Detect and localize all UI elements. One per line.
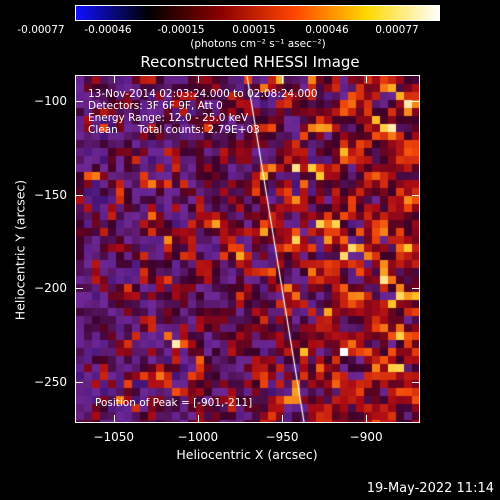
x-tick <box>197 75 199 83</box>
x-tick <box>282 415 283 423</box>
colorbar <box>75 5 440 21</box>
x-tick <box>113 75 115 83</box>
y-tick <box>75 288 83 290</box>
x-tick <box>366 75 368 83</box>
info-clean-counts: Clean Total counts: 2.79E+03 <box>88 124 260 136</box>
y-tick <box>75 194 83 196</box>
colorbar-tick-label: 0.00077 <box>375 24 419 36</box>
colorbar-units: (photons cm⁻² s⁻¹ asec⁻²) <box>190 38 326 50</box>
info-energy-range: Energy Range: 12.0 - 25.0 keV <box>88 112 249 124</box>
y-tick-label: −150 <box>34 187 67 202</box>
x-tick <box>366 415 368 423</box>
x-axis-label: Heliocentric X (arcsec) <box>176 447 318 462</box>
y-tick-label: −250 <box>34 374 67 389</box>
y-tick <box>75 101 83 103</box>
colorbar-tick-label: -0.00046 <box>84 24 132 36</box>
info-detectors: Detectors: 3F 6F 9F, Att 0 <box>88 100 223 112</box>
colorbar-tick-label: 0.00046 <box>305 24 349 36</box>
y-tick <box>412 288 420 290</box>
y-tick <box>412 101 420 103</box>
x-tick-label: −950 <box>265 430 299 444</box>
x-tick <box>282 75 283 83</box>
y-tick <box>412 194 420 196</box>
x-tick-label: −1050 <box>93 430 134 444</box>
x-tick-label: −900 <box>349 430 383 444</box>
peak-position: Position of Peak = [-901,-211] <box>95 397 253 409</box>
y-axis-label: Heliocentric Y (arcsec) <box>12 179 28 321</box>
x-tick-label: −1000 <box>177 430 219 444</box>
heatmap-image <box>76 76 419 422</box>
x-tick <box>197 415 199 423</box>
colorbar-tick-label: -0.00077 <box>17 24 65 36</box>
y-tick-label: −100 <box>34 94 67 109</box>
info-time-range: 13-Nov-2014 02:03:24.000 to 02:08:24.000 <box>88 88 318 100</box>
plot-timestamp: 19-May-2022 11:14 <box>366 481 494 496</box>
colorbar-tick-label: -0.00015 <box>157 24 205 36</box>
colorbar-tick-label: 0.00015 <box>232 24 276 36</box>
image-plot: 13-Nov-2014 02:03:24.000 to 02:08:24.000… <box>75 75 420 423</box>
y-tick-label: −200 <box>34 281 67 296</box>
y-tick <box>75 381 83 383</box>
x-tick <box>113 415 115 423</box>
image-title: Reconstructed RHESSI Image <box>140 53 360 71</box>
y-tick <box>412 381 420 383</box>
